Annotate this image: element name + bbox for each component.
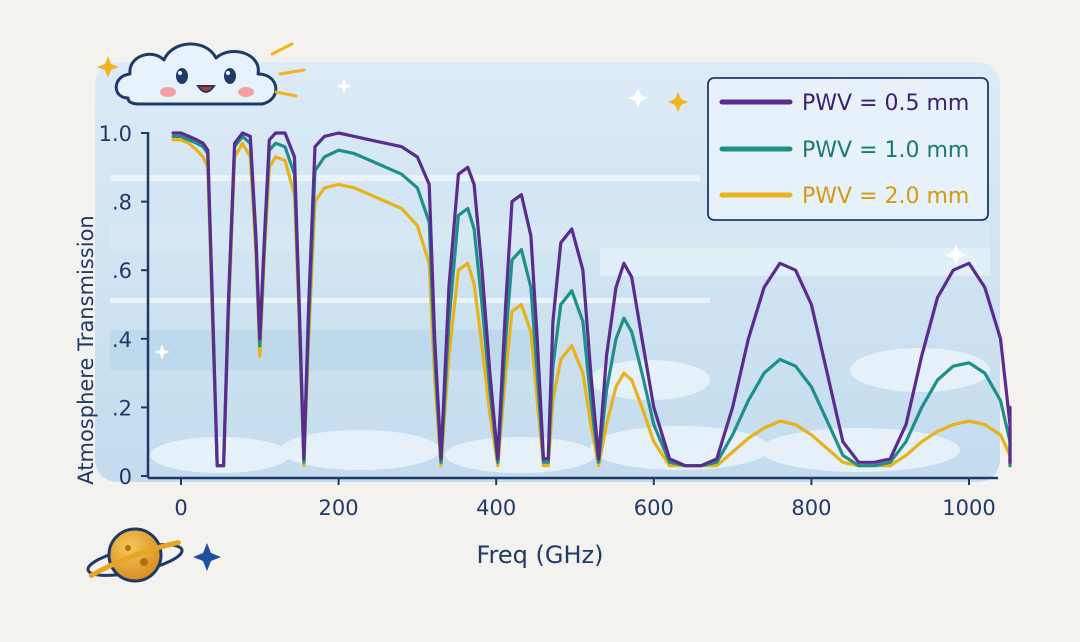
legend-label-pwv-20: PWV = 2.0 mm [802, 184, 969, 209]
y-tick-label: 0 [119, 465, 132, 489]
sparkle-star-icon [154, 344, 170, 360]
x-ticks: 0 200 400 600 800 1000 [174, 478, 996, 520]
series-lines [171, 131, 1012, 468]
x-tick-label: 0 [174, 496, 187, 520]
sparkle-star-icon [336, 78, 352, 94]
x-tick-label: 800 [791, 496, 831, 520]
x-tick-label: 400 [476, 496, 516, 520]
sparkle-star-icon [97, 56, 119, 78]
y-tick-label: 1.0 [99, 122, 132, 146]
sparkle-star-icon [668, 92, 688, 112]
planet-icon [86, 527, 184, 583]
y-tick-label: .4 [112, 328, 132, 352]
sparkle-star-icon [628, 88, 648, 108]
x-axis-label: Freq (GHz) [477, 541, 604, 569]
legend: PWV = 0.5 mm PWV = 1.0 mm PWV = 2.0 mm [707, 77, 989, 221]
y-tick-label: .2 [112, 396, 132, 420]
y-ticks: 0 .2 .4 .6 .8 1.0 [99, 122, 148, 489]
sparkle-star-icon [945, 244, 967, 266]
x-tick-label: 1000 [942, 496, 995, 520]
y-axis-label: Atmosphere Transmission [74, 215, 98, 484]
x-tick-label: 200 [319, 496, 359, 520]
sparkle-star-icon [193, 543, 221, 571]
cloud-texture-bottom [150, 348, 990, 473]
x-tick-label: 600 [634, 496, 674, 520]
cloud-mascot-icon [114, 42, 306, 106]
y-tick-label: .6 [112, 259, 132, 283]
y-tick-label: .8 [112, 191, 132, 215]
legend-box [707, 77, 989, 221]
series-line-pwv-05 [171, 131, 1012, 468]
legend-label-pwv-05: PWV = 0.5 mm [802, 91, 969, 116]
legend-label-pwv-10: PWV = 1.0 mm [802, 138, 969, 163]
